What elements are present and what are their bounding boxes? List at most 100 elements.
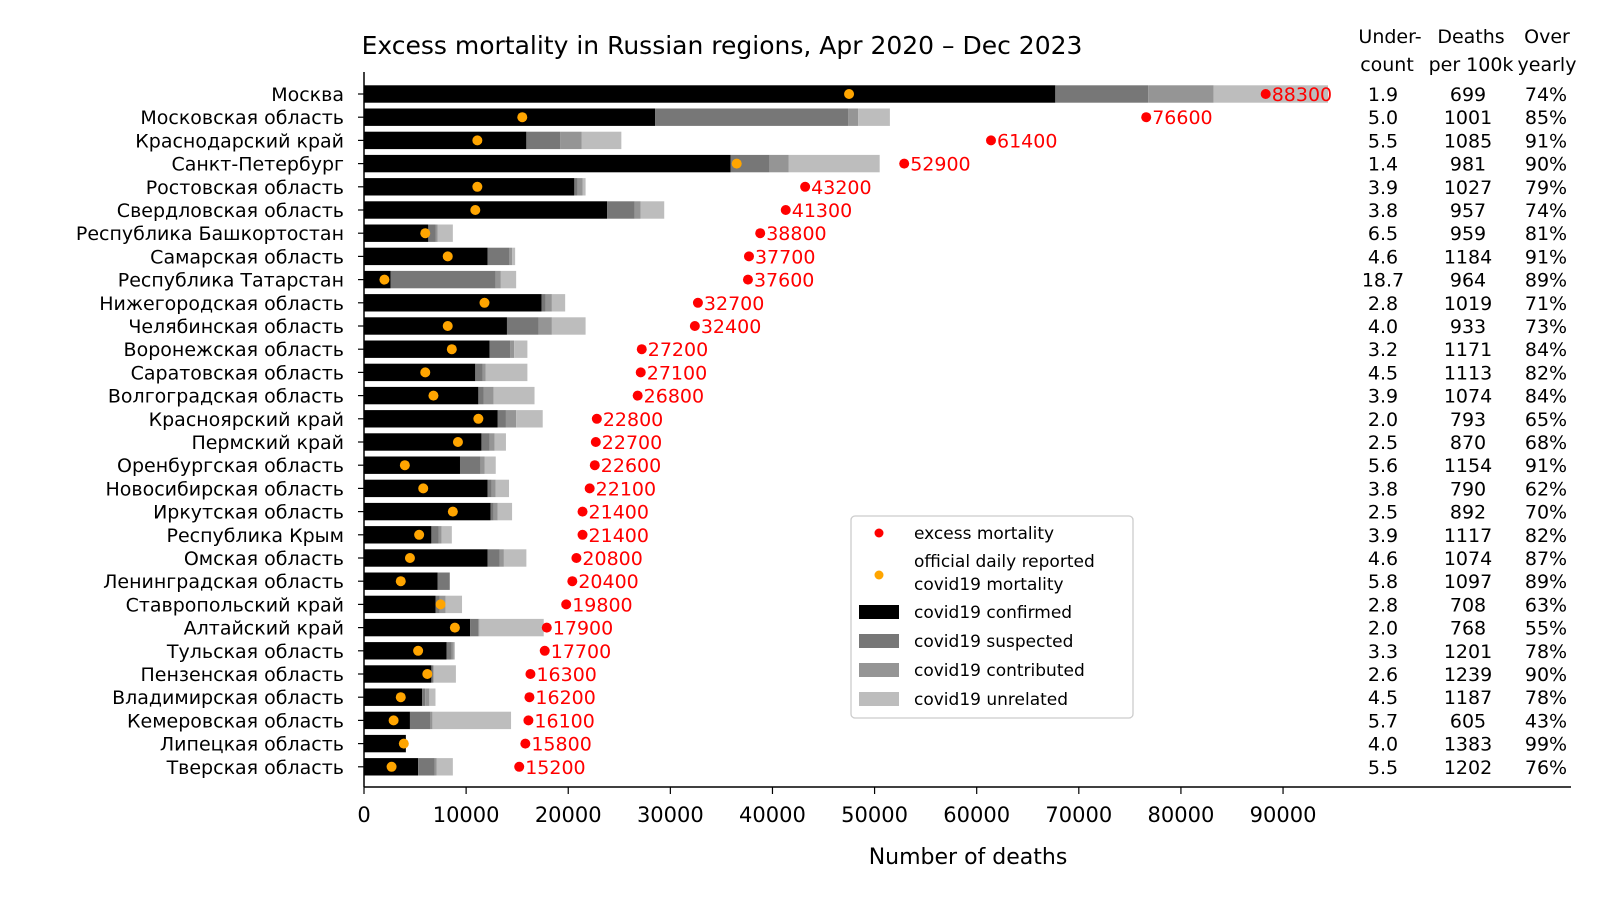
- official-mortality-point: [422, 669, 433, 679]
- deaths-per-100k-value: 1113: [1444, 362, 1492, 384]
- bar-contributed: [769, 154, 789, 173]
- over-yearly-value: 63%: [1525, 594, 1567, 616]
- deaths-per-100k-value: 1187: [1444, 687, 1492, 709]
- over-yearly-value: 89%: [1525, 270, 1567, 292]
- legend: excess mortality official daily reported…: [850, 515, 1134, 719]
- bar-unrelated: [493, 386, 535, 405]
- bar-confirmed: [364, 317, 507, 335]
- bar-unrelated: [445, 595, 463, 614]
- over-yearly-value: 84%: [1525, 386, 1567, 408]
- undercount-value: 2.6: [1368, 664, 1398, 686]
- over-yearly-value: 62%: [1525, 478, 1567, 500]
- bar-suspected: [437, 572, 450, 590]
- deaths-per-100k-value: 964: [1450, 270, 1486, 292]
- excess-mortality-label: 76600: [1152, 107, 1212, 129]
- undercount-value: 2.8: [1368, 293, 1398, 315]
- bar-suspected: [446, 642, 452, 660]
- undercount-value: 4.0: [1368, 316, 1398, 338]
- deaths-per-100k-value: 1085: [1444, 130, 1492, 152]
- deaths-per-100k-value: 1117: [1444, 525, 1492, 547]
- bar-confirmed: [364, 549, 488, 567]
- official-mortality-point: [442, 251, 453, 262]
- deaths-per-100k-value: 957: [1450, 200, 1486, 222]
- bar-confirmed: [364, 642, 447, 660]
- deaths-per-100k-value: 768: [1450, 618, 1486, 640]
- x-tick-label: 0: [357, 803, 370, 827]
- over-yearly-value: 91%: [1525, 455, 1567, 477]
- bar-contributed: [505, 410, 517, 428]
- official-mortality-point: [398, 738, 409, 749]
- deaths-per-100k-value: 933: [1450, 316, 1486, 338]
- region-label: Московская область: [140, 107, 344, 129]
- bar-unrelated: [433, 665, 456, 683]
- excess-mortality-label: 32400: [701, 316, 761, 338]
- region-label: Омская область: [184, 548, 344, 570]
- excess-mortality-point: [567, 576, 578, 587]
- over-yearly-value: 79%: [1525, 177, 1567, 199]
- deaths-per-100k-value: 1383: [1444, 734, 1492, 756]
- bar-contributed: [848, 108, 859, 126]
- excess-mortality-label: 88300: [1272, 84, 1332, 106]
- undercount-value: 1.9: [1368, 84, 1398, 106]
- excess-mortality-label: 16100: [534, 710, 594, 732]
- bar-unrelated: [484, 456, 496, 474]
- excess-mortality-label: 20400: [578, 571, 638, 593]
- bar-unrelated: [640, 201, 665, 219]
- undercount-value: 5.0: [1368, 107, 1398, 129]
- official-mortality-point: [517, 112, 528, 123]
- undercount-value: 3.8: [1368, 200, 1398, 222]
- official-mortality-point: [413, 645, 424, 656]
- bar-confirmed: [364, 595, 436, 614]
- deaths-per-100k-value: 870: [1450, 432, 1486, 454]
- region-label: Республика Татарстан: [118, 270, 344, 292]
- bar-suspected: [1055, 85, 1149, 103]
- region-label: Нижегородская область: [99, 293, 344, 315]
- official-mortality-point: [472, 181, 483, 192]
- deaths-per-100k-value: 1097: [1444, 571, 1492, 593]
- bar-contributed: [483, 386, 494, 405]
- region-label: Ленинградская область: [103, 571, 344, 593]
- region-label: Кемеровская область: [127, 710, 344, 732]
- bar-contributed: [482, 363, 486, 382]
- x-tick-label: 10000: [433, 803, 500, 827]
- bar-contributed: [510, 340, 515, 358]
- deaths-per-100k-value: 1154: [1444, 455, 1492, 477]
- official-mortality-points: [379, 89, 855, 772]
- excess-mortality-label: 21400: [589, 525, 649, 547]
- region-label: Санкт-Петербург: [171, 154, 344, 176]
- bar-unrelated: [432, 711, 512, 730]
- official-mortality-point: [470, 205, 481, 215]
- legend-official-label-line2: covid19 mortality: [914, 575, 1064, 595]
- excess-mortality-point: [800, 181, 811, 192]
- excess-mortality-label: 52900: [910, 154, 970, 176]
- excess-mortality-label: 16300: [536, 664, 596, 686]
- excess-mortality-point: [780, 205, 791, 215]
- bar-unrelated: [453, 642, 455, 660]
- over-yearly-value: 74%: [1525, 200, 1567, 222]
- bar-contributed: [478, 618, 480, 637]
- bar-confirmed: [364, 665, 432, 683]
- excess-mortality-point: [571, 553, 582, 563]
- bar-suspected: [526, 131, 561, 150]
- undercount-value: 2.5: [1368, 502, 1398, 524]
- over-yearly-value: 43%: [1525, 710, 1567, 732]
- excess-mortality-point: [591, 413, 602, 424]
- legend-frame: [850, 515, 1134, 719]
- x-tick-label: 20000: [535, 803, 602, 827]
- undercount-value: 4.0: [1368, 734, 1398, 756]
- over-yearly-value: 84%: [1525, 339, 1567, 361]
- table-header-over-line1: Over: [1524, 26, 1570, 48]
- excess-mortality-point: [1141, 112, 1152, 123]
- bar-contributed: [577, 178, 583, 196]
- bar-unrelated: [485, 363, 528, 382]
- legend-confirmed-label: covid19 confirmed: [914, 603, 1072, 623]
- undercount-value: 3.9: [1368, 177, 1398, 199]
- excess-mortality-label: 37700: [755, 246, 815, 268]
- bar-confirmed: [364, 618, 471, 637]
- over-yearly-value: 82%: [1525, 362, 1567, 384]
- over-yearly-value: 89%: [1525, 571, 1567, 593]
- bar-unrelated: [512, 247, 516, 266]
- region-label: Свердловская область: [117, 200, 344, 222]
- table-header-deaths-line2: per 100k: [1429, 54, 1514, 76]
- undercount-value: 18.7: [1362, 270, 1404, 292]
